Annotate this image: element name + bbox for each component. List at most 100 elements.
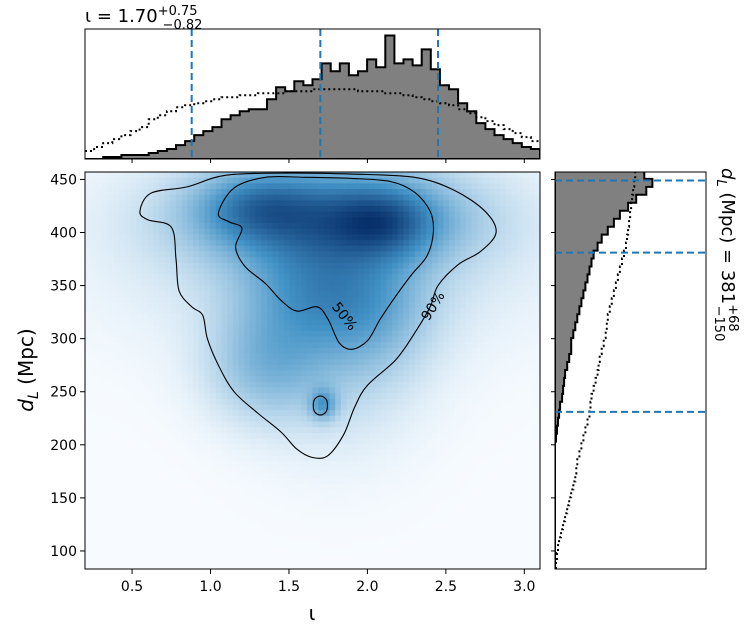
heatmap-cell <box>198 302 206 309</box>
heatmap-cell <box>124 370 132 377</box>
heatmap-cell <box>437 189 444 196</box>
heatmap-cell <box>170 206 177 213</box>
heatmap-cell <box>386 489 393 496</box>
heatmap-cell <box>306 211 314 218</box>
heatmap-cell <box>329 245 336 252</box>
heatmap-cell <box>147 483 154 491</box>
heatmap-cell <box>318 274 325 281</box>
heatmap-cell <box>340 302 348 309</box>
heatmap-cell <box>335 557 342 564</box>
heatmap-cell <box>136 274 143 281</box>
heatmap-cell <box>414 172 422 179</box>
heatmap-cell <box>375 370 382 377</box>
heatmap-cell <box>284 364 291 372</box>
heatmap-cell <box>176 410 183 417</box>
heatmap-cell <box>312 381 319 389</box>
heatmap-cell <box>352 517 359 525</box>
heatmap-cell <box>102 455 109 462</box>
heatmap-cell <box>460 347 467 355</box>
heatmap-cell <box>386 546 393 553</box>
heatmap-cell <box>227 279 234 287</box>
heatmap-cell <box>136 353 143 360</box>
heatmap-cell <box>113 551 120 559</box>
heatmap-cell <box>170 376 177 383</box>
heatmap-cell <box>454 347 461 355</box>
heatmap-cell <box>426 557 433 564</box>
heatmap-cell <box>466 313 473 321</box>
heatmap-cell <box>358 206 365 213</box>
heatmap-cell <box>403 364 410 372</box>
heatmap-cell <box>454 489 461 496</box>
heatmap-cell <box>136 563 143 569</box>
heatmap-cell <box>392 376 399 383</box>
heatmap-cell <box>392 563 399 569</box>
heatmap-cell <box>210 330 217 338</box>
heatmap-cell <box>323 381 331 389</box>
heatmap-cell <box>477 546 484 553</box>
heatmap-cell <box>409 183 416 190</box>
heatmap-cell <box>136 529 143 536</box>
heatmap-cell <box>119 172 126 179</box>
heatmap-cell <box>244 410 251 417</box>
heatmap-cell <box>96 279 103 287</box>
heatmap-cell <box>147 398 154 406</box>
heatmap-cell <box>107 529 115 536</box>
heatmap-cell <box>437 432 444 440</box>
heatmap-cell <box>392 421 399 428</box>
heatmap-cell <box>403 274 410 281</box>
heatmap-cell <box>318 330 325 338</box>
heatmap-cell <box>261 200 268 207</box>
heatmap-cell <box>198 234 206 241</box>
heatmap-cell <box>483 330 490 338</box>
heatmap-cell <box>255 330 262 338</box>
heatmap-cell <box>261 257 268 264</box>
heatmap-cell <box>306 432 314 440</box>
heatmap-cell <box>198 500 206 508</box>
heatmap-cell <box>193 325 200 332</box>
heatmap-cell <box>318 557 325 564</box>
heatmap-cell <box>295 268 302 275</box>
heatmap-cell <box>363 268 370 275</box>
heatmap-cell <box>335 279 342 287</box>
heatmap-cell <box>363 461 370 468</box>
heatmap-cell <box>158 308 166 315</box>
heatmap-cell <box>329 172 336 179</box>
heatmap-cell <box>96 319 103 326</box>
heatmap-cell <box>210 217 217 224</box>
heatmap-cell <box>301 319 308 326</box>
heatmap-cell <box>107 534 115 542</box>
heatmap-cell <box>301 421 308 428</box>
heatmap-cell <box>164 359 171 366</box>
heatmap-cell <box>386 421 393 428</box>
heatmap-cell <box>318 172 325 179</box>
heatmap-cell <box>215 512 223 519</box>
heatmap-cell <box>375 189 382 196</box>
heatmap-cell <box>85 319 92 326</box>
heatmap-cell <box>170 234 177 241</box>
heatmap-cell <box>210 500 217 508</box>
heatmap-cell <box>437 483 444 491</box>
heatmap-cell <box>460 319 467 326</box>
heatmap-cell <box>397 472 405 479</box>
heatmap-cell <box>170 438 177 445</box>
heatmap-cell <box>420 308 427 315</box>
heatmap-cell <box>312 228 319 235</box>
heatmap-cell <box>153 302 160 309</box>
heatmap-cell <box>278 206 285 213</box>
heatmap-cell <box>181 370 188 377</box>
heatmap-cell <box>466 557 473 564</box>
heatmap-cell <box>466 342 473 349</box>
heatmap-cell <box>278 461 285 468</box>
heatmap-cell <box>90 240 97 247</box>
heatmap-cell <box>141 551 149 559</box>
heatmap-cell <box>215 313 223 321</box>
heatmap-cell <box>301 381 308 389</box>
heatmap-cell <box>386 189 393 196</box>
heatmap-cell <box>369 472 376 479</box>
heatmap-cell <box>329 353 336 360</box>
heatmap-cell <box>386 223 393 230</box>
heatmap-cell <box>414 291 422 298</box>
heatmap-cell <box>187 393 194 400</box>
heatmap-cell <box>454 557 461 564</box>
heatmap-cell <box>460 461 467 468</box>
